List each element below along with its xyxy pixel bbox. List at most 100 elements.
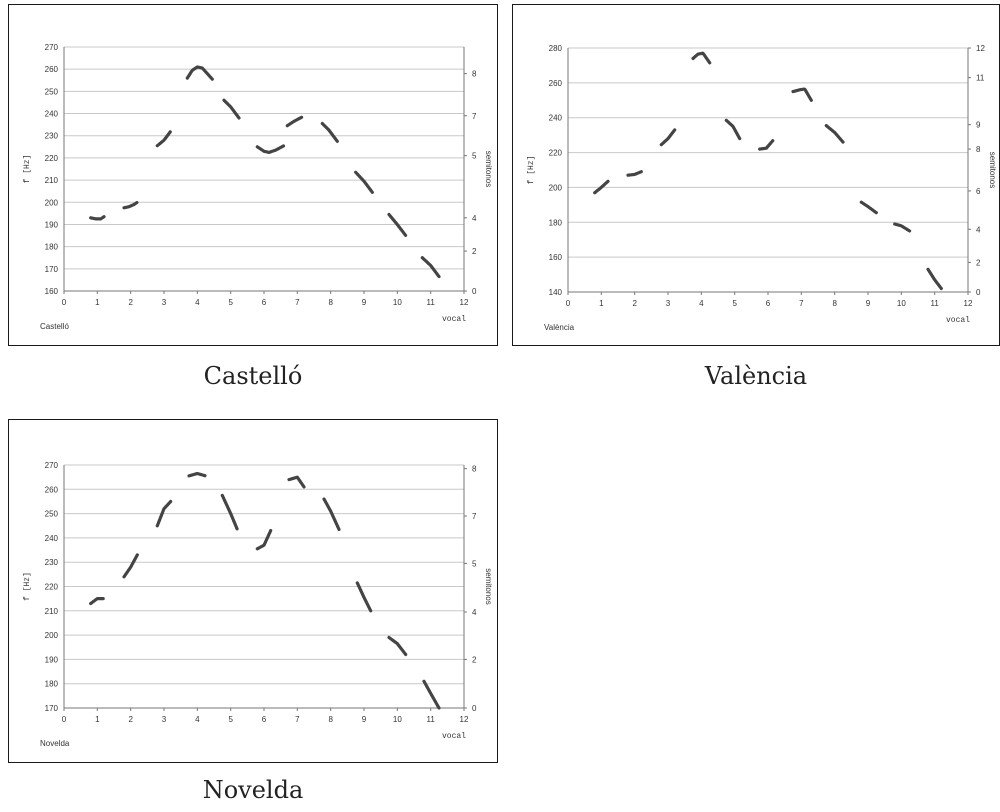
data-segment-11 <box>926 267 943 291</box>
x-tick-label: 5 <box>228 715 233 724</box>
y-tick-label: 180 <box>549 218 563 227</box>
y2-tick-label: 8 <box>976 145 981 154</box>
data-segment-4 <box>691 51 712 65</box>
y-tick-label: 260 <box>549 79 563 88</box>
data-segment-3 <box>155 499 173 528</box>
chart-inner-label: València <box>544 323 575 332</box>
chart-caption-castello: Castelló <box>203 362 303 390</box>
data-segment-5 <box>724 118 742 141</box>
y-tick-label: 200 <box>45 631 59 640</box>
data-segment-6 <box>255 144 286 154</box>
y-tick-label: 250 <box>45 87 59 96</box>
x-tick-label: 3 <box>162 715 167 724</box>
x-tick-label: 12 <box>460 715 469 724</box>
x-tick-label: 0 <box>62 298 67 307</box>
y2-tick-label: 2 <box>472 655 477 664</box>
data-segment-11 <box>420 256 441 279</box>
x-tick-label: 2 <box>128 715 133 724</box>
x-tick-label: 7 <box>295 298 300 307</box>
y2-tick-label: 8 <box>472 70 477 79</box>
data-segment-8 <box>322 497 341 532</box>
y-axis-label: f [Hz] <box>23 572 32 601</box>
data-segment-6 <box>758 138 775 151</box>
y-tick-label: 260 <box>45 485 59 494</box>
y2-tick-label: 0 <box>976 288 981 297</box>
data-segment-1 <box>593 179 610 195</box>
y-tick-label: 160 <box>549 253 563 262</box>
y-tick-label: 180 <box>45 243 59 252</box>
y-tick-label: 250 <box>45 510 59 519</box>
y-tick-label: 230 <box>45 132 59 141</box>
y2-tick-label: 5 <box>472 559 477 568</box>
x-tick-label: 12 <box>460 298 469 307</box>
chart-panel-novelda: 170 180 190 200 210 220 230 240 250 260 270 0 1 2 3 4 5 6… <box>8 419 498 763</box>
y2-axis-label: semitonos <box>484 151 493 187</box>
y-tick-label: 220 <box>45 583 59 592</box>
x-tick-label: 5 <box>732 299 737 308</box>
y2-tick-label: 8 <box>472 465 477 474</box>
x-tick-label: 11 <box>427 298 436 307</box>
y-tick-label: 200 <box>549 183 563 192</box>
data-segment-4 <box>187 471 208 478</box>
data-segment-10 <box>387 635 408 657</box>
x-tick-label: 7 <box>295 715 300 724</box>
y-tick-label: 220 <box>549 149 563 158</box>
y2-tick-label: 4 <box>472 608 477 617</box>
data-segment-10 <box>387 212 408 238</box>
x-tick-label: 3 <box>162 298 167 307</box>
y-tick-label: 190 <box>45 220 59 229</box>
x-tick-label: 8 <box>832 299 837 308</box>
chart-panel-castello: 160 170 180 190 200 210 220 230 240 250 260 270 0 1 2 3… <box>8 4 498 346</box>
y2-tick-label: 0 <box>472 287 477 296</box>
x-tick-label: 1 <box>95 715 100 724</box>
x-tick-label: 9 <box>362 715 367 724</box>
x-axis-label: vocal <box>442 315 466 324</box>
data-segment-10 <box>893 222 912 233</box>
data-segment-9 <box>859 200 878 215</box>
x-tick-label: 4 <box>195 298 200 307</box>
x-tick-label: 0 <box>566 299 571 308</box>
chart-inner-label: Castelló <box>40 322 69 331</box>
y-tick-label: 140 <box>549 288 563 297</box>
y2-tick-label: 4 <box>472 214 477 223</box>
y-tick-label: 210 <box>45 607 59 616</box>
y2-tick-label: 11 <box>976 74 985 83</box>
data-segment-5 <box>222 98 241 120</box>
x-axis-label: vocal <box>946 316 970 325</box>
y-tick-label: 230 <box>45 558 59 567</box>
y-tick-label: 280 <box>549 44 563 53</box>
y2-tick-label: 2 <box>472 247 477 256</box>
data-segment-3 <box>659 128 677 147</box>
x-tick-label: 8 <box>328 298 333 307</box>
data-segment-11 <box>422 679 441 710</box>
x-tick-label: 11 <box>427 715 436 724</box>
x-tick-label: 10 <box>393 715 402 724</box>
y-tick-label: 210 <box>45 176 59 185</box>
y-tick-label: 170 <box>45 265 59 274</box>
x-tick-label: 5 <box>228 298 233 307</box>
y-tick-label: 200 <box>45 198 59 207</box>
data-segment-7 <box>285 115 304 128</box>
x-tick-label: 6 <box>262 715 267 724</box>
x-tick-label: 0 <box>62 715 67 724</box>
data-segment-7 <box>791 87 813 102</box>
x-tick-label: 1 <box>599 299 604 308</box>
x-tick-label: 6 <box>766 299 771 308</box>
data-segment-1 <box>89 597 106 606</box>
x-tick-label: 2 <box>632 299 637 308</box>
x-tick-label: 4 <box>699 299 704 308</box>
y2-axis-label: semitonos <box>988 152 997 188</box>
data-segment-8 <box>824 123 845 144</box>
data-segment-2 <box>122 200 139 210</box>
x-tick-label: 10 <box>393 298 402 307</box>
data-segment-9 <box>354 170 374 194</box>
x-tick-label: 11 <box>931 299 940 308</box>
y2-tick-label: 7 <box>472 512 477 521</box>
y-tick-label: 170 <box>45 704 59 713</box>
x-tick-label: 6 <box>262 298 267 307</box>
y-axis-label: f [Hz] <box>23 155 32 184</box>
chart-caption-novelda: Novelda <box>202 776 304 804</box>
y-tick-label: 160 <box>45 287 59 296</box>
